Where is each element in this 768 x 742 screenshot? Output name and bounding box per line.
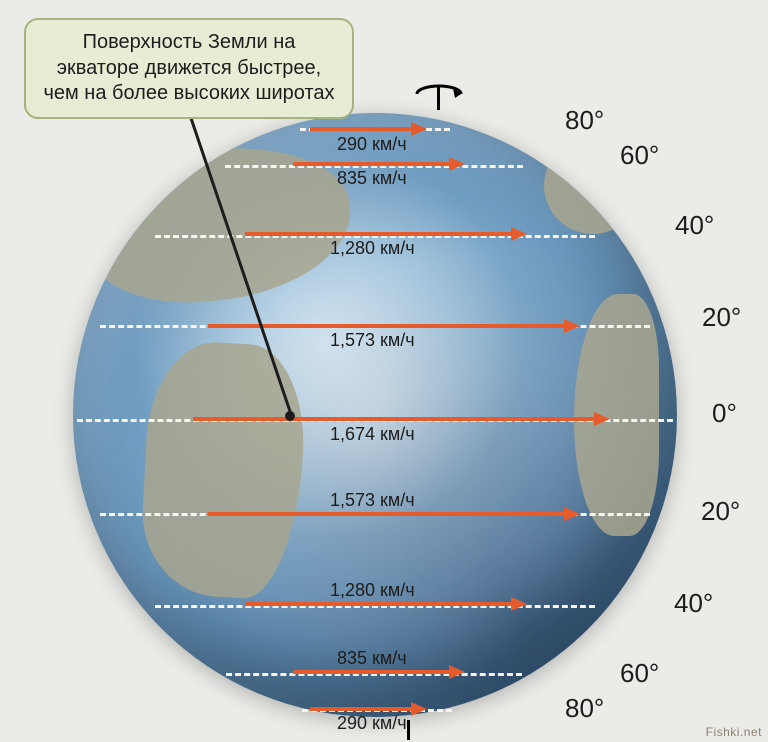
speed-label: 1,573 км/ч xyxy=(330,330,415,351)
speed-label: 1,280 км/ч xyxy=(330,238,415,259)
landmass xyxy=(139,339,309,601)
speed-label: 290 км/ч xyxy=(337,713,407,734)
landmass xyxy=(574,294,659,536)
speed-label: 1,280 км/ч xyxy=(330,580,415,601)
speed-label: 290 км/ч xyxy=(337,134,407,155)
degree-label: 0° xyxy=(712,398,737,429)
degree-label: 80° xyxy=(565,105,604,136)
degree-label: 40° xyxy=(675,210,714,241)
degree-label: 20° xyxy=(702,302,741,333)
rotation-arrow-icon xyxy=(409,80,469,106)
degree-label: 60° xyxy=(620,658,659,689)
callout-box: Поверхность Земли на экваторе движется б… xyxy=(24,18,354,119)
callout-dot xyxy=(285,411,295,421)
speed-label: 835 км/ч xyxy=(337,648,407,669)
callout-text: Поверхность Земли на экваторе движется б… xyxy=(43,31,334,104)
globe xyxy=(73,113,677,717)
watermark: Fishki.net xyxy=(706,725,762,739)
degree-label: 60° xyxy=(620,140,659,171)
speed-label: 835 км/ч xyxy=(337,168,407,189)
speed-label: 1,573 км/ч xyxy=(330,490,415,511)
axis-tick-bottom xyxy=(407,720,410,740)
degree-label: 20° xyxy=(701,496,740,527)
degree-label: 80° xyxy=(565,693,604,724)
degree-label: 40° xyxy=(674,588,713,619)
speed-label: 1,674 км/ч xyxy=(330,424,415,445)
